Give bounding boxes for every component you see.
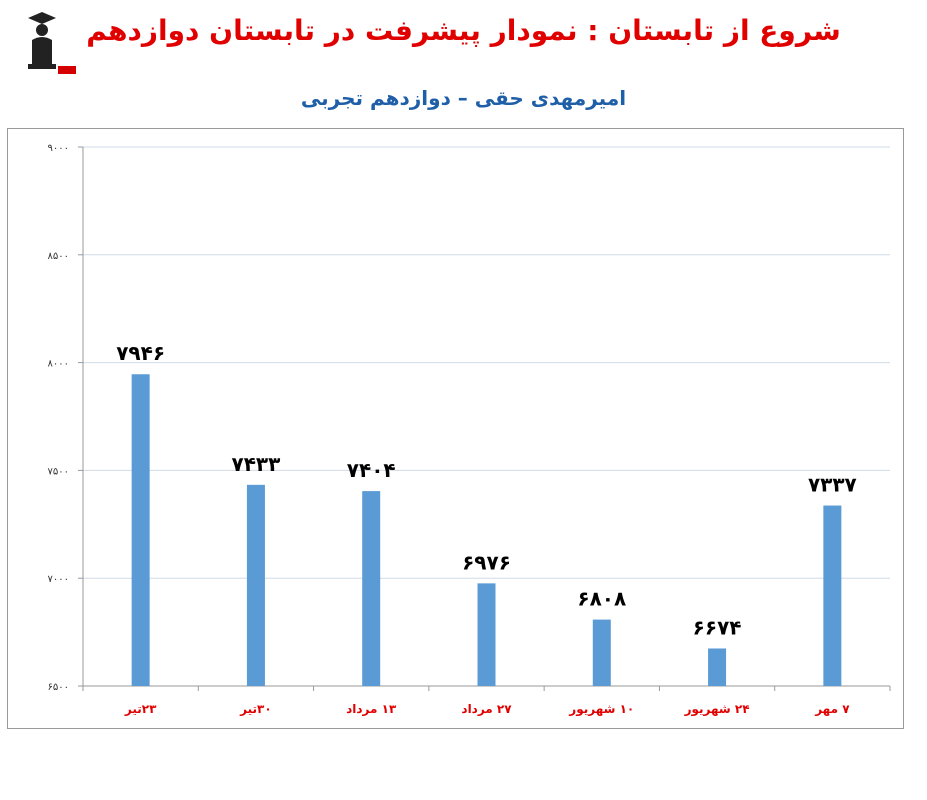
x-tick-label: ۲۳تیر	[124, 702, 157, 716]
bar	[477, 583, 496, 686]
y-tick-label: ۷۵۰۰	[48, 466, 69, 477]
x-tick-label: ۱۰ شهریور	[568, 702, 634, 717]
y-tick-label: ۸۵۰۰	[48, 251, 69, 262]
bar	[592, 619, 611, 686]
x-tick-label: ۷ مهر	[814, 702, 850, 716]
bar	[708, 648, 727, 686]
data-label: ۷۳۳۷	[808, 473, 857, 497]
y-tick-label: ۶۵۰۰	[48, 682, 69, 693]
logo	[22, 6, 78, 76]
x-tick-label: ۱۳ مرداد	[346, 702, 397, 716]
bar	[246, 484, 265, 686]
page-title: شروع از تابستان : نمودار پیشرفت در تابست…	[86, 14, 841, 47]
data-label: ۶۸۰۸	[577, 587, 626, 611]
y-tick-label: ۸۰۰۰	[48, 359, 69, 370]
x-tick-label: ۳۰تیر	[239, 702, 272, 716]
y-tick-label: ۷۰۰۰	[48, 574, 69, 585]
x-tick-label: ۲۷ مرداد	[461, 702, 512, 716]
bar	[823, 505, 842, 686]
data-label: ۷۴۳۳	[232, 452, 281, 476]
x-tick-label: ۲۴ شهریور	[684, 702, 750, 717]
bar	[362, 491, 381, 686]
data-label: ۷۹۴۶	[116, 341, 165, 365]
page-subtitle: امیرمهدی حقی – دوازدهم تجربی	[300, 86, 627, 110]
chart-area	[7, 128, 904, 729]
bar	[131, 374, 150, 686]
data-label: ۶۶۷۴	[693, 615, 742, 639]
y-tick-label: ۹۰۰۰	[48, 143, 69, 154]
data-label: ۶۹۷۶	[462, 550, 511, 574]
data-label: ۷۴۰۴	[347, 458, 396, 482]
